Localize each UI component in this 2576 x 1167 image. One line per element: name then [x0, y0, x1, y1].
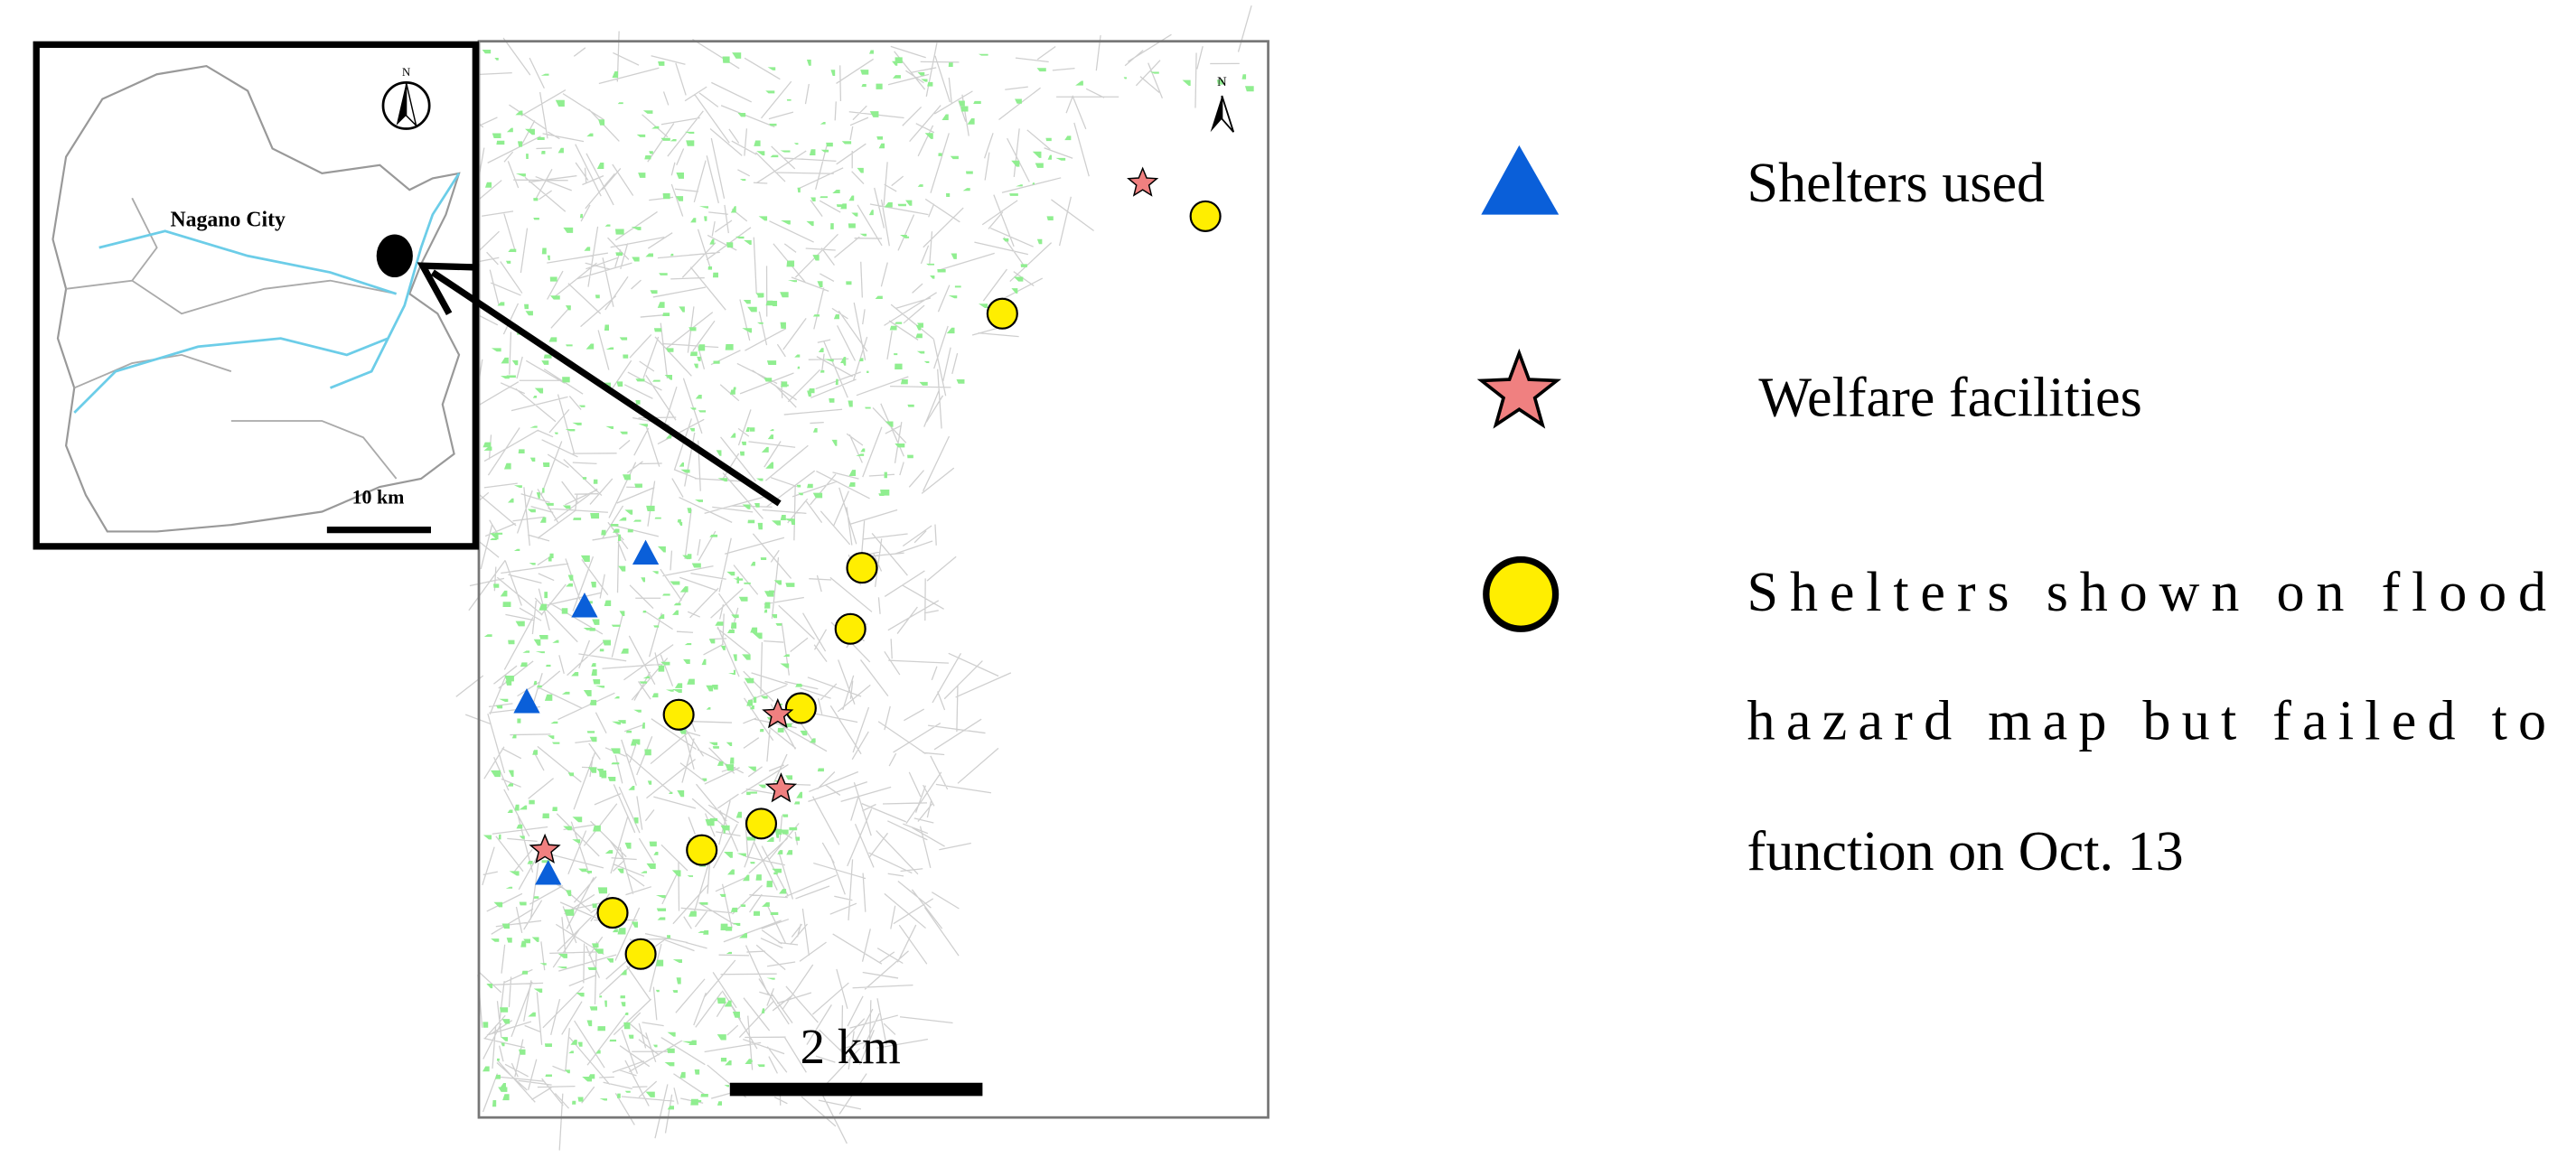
north-label: N [1217, 75, 1227, 89]
road-network [448, 5, 1252, 1151]
welfare-facility [764, 772, 798, 803]
pointer-arrow [430, 269, 782, 507]
inset-scale-label: 10 km [352, 485, 405, 508]
failed-shelter [662, 698, 695, 731]
failed-shelter [846, 552, 878, 584]
failed-shelter [834, 612, 866, 645]
legend-label: function on Oct. 13 [1747, 821, 2184, 882]
rivers [73, 173, 461, 414]
roads [448, 5, 1252, 1151]
legend-label: Welfare facilities [1758, 368, 2141, 429]
north-arrow: N [1210, 75, 1235, 133]
failed-shelter [745, 808, 778, 840]
welfare-facility [762, 697, 794, 729]
failed-shelter [686, 834, 718, 866]
markers [513, 166, 1222, 970]
shelter-used [632, 539, 660, 565]
city-label: Nagano City [171, 208, 286, 231]
scale-label: 2 km [801, 1019, 901, 1074]
failed-shelter [596, 897, 629, 929]
failed-shelter [624, 938, 657, 970]
legend-star [1476, 348, 1562, 429]
legend-label: Shelters used [1747, 153, 2046, 214]
shelter-used [535, 860, 562, 885]
city-boundary [52, 64, 461, 533]
failed-shelter [986, 297, 1018, 330]
shelter-used [571, 593, 598, 618]
location-dot [376, 234, 413, 278]
welfare-facility [529, 833, 561, 864]
failed-shelter [784, 692, 817, 724]
map-frame [477, 40, 1269, 1119]
shelter-used [513, 688, 540, 714]
welfare-facility [1127, 166, 1159, 197]
legend-label: hazard map but failed to [1747, 691, 2547, 752]
failed-shelter [1189, 200, 1222, 232]
legend-label: Shelters shown on flood [1747, 562, 2547, 623]
legend-circle [1483, 555, 1560, 632]
inset-north-arrow: N [381, 66, 431, 130]
inset-north-label: N [402, 66, 410, 79]
legend-triangle [1481, 145, 1560, 215]
arrow-head [417, 262, 480, 315]
